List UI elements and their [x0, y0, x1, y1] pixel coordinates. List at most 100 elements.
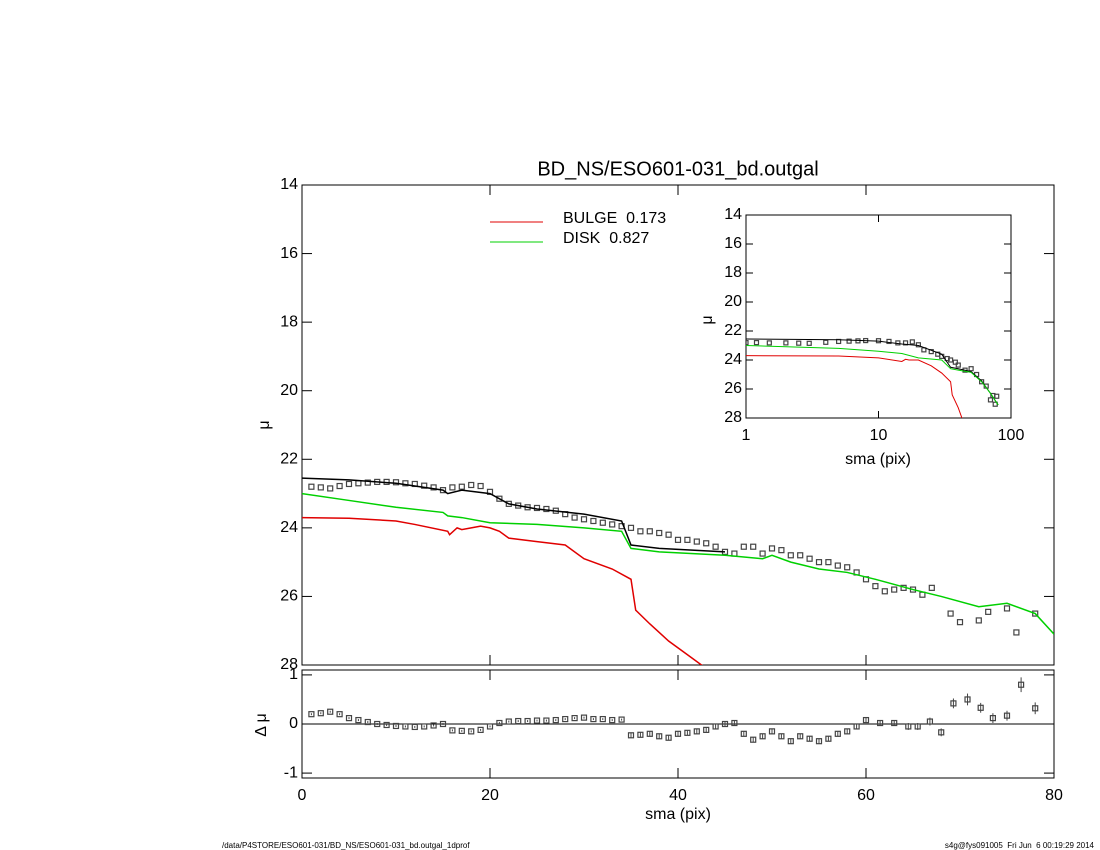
- data-point: [731, 719, 738, 727]
- y-tick-label: 14: [724, 206, 742, 223]
- data-point: [778, 547, 785, 554]
- data-point: [421, 482, 428, 489]
- data-point: [891, 586, 898, 593]
- data-point: [590, 715, 597, 723]
- y-tick-label: 24: [724, 351, 742, 368]
- data-point: [355, 716, 362, 724]
- data-point: [815, 738, 823, 745]
- data-point: [374, 720, 381, 728]
- data-point: [345, 715, 353, 722]
- legend-label: BULGE 0.173: [563, 210, 666, 227]
- data-point: [646, 528, 653, 535]
- data-point: [646, 730, 653, 737]
- data-point: [590, 517, 597, 525]
- data-point: [938, 729, 945, 736]
- y-tick-label: 16: [280, 245, 298, 262]
- data-point: [778, 733, 785, 740]
- data-point: [599, 519, 606, 526]
- data-point: [753, 340, 760, 346]
- data-point: [543, 717, 550, 724]
- data-point: [430, 484, 437, 491]
- y-tick-label: 22: [724, 322, 742, 339]
- data-point: [740, 730, 747, 737]
- data-point: [317, 710, 324, 717]
- data-point: [950, 700, 957, 707]
- x-tick-label: 40: [669, 787, 687, 804]
- data-point: [327, 485, 334, 492]
- data-point: [806, 555, 813, 562]
- data-point: [797, 552, 804, 559]
- data-point: [430, 722, 437, 729]
- data-point: [1032, 705, 1039, 712]
- data-point: [952, 359, 958, 365]
- y-tick-label: 16: [724, 235, 742, 252]
- inset-background: [701, 205, 1041, 468]
- data-point: [505, 718, 512, 725]
- data-point: [891, 719, 898, 727]
- data-point: [956, 619, 964, 626]
- data-point: [468, 481, 475, 489]
- data-point: [886, 338, 892, 345]
- data-point: [902, 340, 909, 346]
- data-point: [1013, 629, 1020, 636]
- series-line: [302, 477, 726, 553]
- y-tick-label: 20: [280, 382, 298, 399]
- data-point: [876, 719, 884, 727]
- data-point: [477, 726, 484, 733]
- data-point: [909, 339, 915, 345]
- y-tick-label: 24: [280, 519, 298, 536]
- data-point: [759, 550, 766, 557]
- data-point: [327, 708, 334, 715]
- data-point: [787, 738, 794, 745]
- data-point: [750, 736, 757, 743]
- data-point: [740, 543, 747, 550]
- data-point: [496, 719, 503, 727]
- data-point: [496, 495, 503, 502]
- data-point: [862, 716, 870, 724]
- y-axis-label: μ: [256, 420, 273, 429]
- data-point: [914, 723, 921, 730]
- data-point: [656, 529, 663, 537]
- data-point: [562, 715, 569, 723]
- data-point: [392, 479, 400, 486]
- data-point: [1017, 681, 1025, 688]
- data-point: [402, 480, 409, 487]
- data-point: [533, 717, 541, 724]
- y-tick-label: 22: [280, 451, 298, 468]
- data-point: [674, 536, 682, 543]
- data-point: [703, 726, 710, 733]
- data-point: [618, 716, 625, 723]
- data-point: [421, 723, 428, 730]
- data-point: [844, 728, 851, 735]
- data-point: [355, 480, 362, 487]
- data-point: [806, 735, 813, 742]
- data-point: [308, 483, 315, 490]
- data-point: [947, 357, 954, 363]
- data-point: [796, 340, 802, 346]
- data-point: [439, 720, 447, 728]
- y-axis-label: Δ μ: [253, 713, 270, 736]
- data-point: [656, 733, 663, 740]
- x-tick-label: 1: [742, 427, 751, 444]
- y-tick-label: 26: [724, 380, 742, 397]
- data-point: [411, 723, 418, 731]
- data-point: [844, 564, 851, 571]
- y-tick-label: 18: [724, 264, 742, 281]
- data-point: [345, 480, 353, 488]
- data-point: [580, 714, 588, 721]
- data-point: [881, 588, 888, 595]
- data-point: [627, 732, 635, 739]
- y-tick-label: 28: [724, 409, 742, 426]
- data-point: [815, 559, 823, 566]
- data-point: [1003, 605, 1011, 612]
- data-point: [684, 536, 691, 543]
- plot-area: [746, 337, 1000, 418]
- data-point: [317, 484, 324, 491]
- data-point: [392, 722, 400, 730]
- data-point: [853, 723, 860, 730]
- data-point: [1032, 610, 1039, 617]
- data-point: [825, 559, 832, 566]
- data-point: [797, 733, 804, 740]
- x-tick-label: 60: [857, 787, 875, 804]
